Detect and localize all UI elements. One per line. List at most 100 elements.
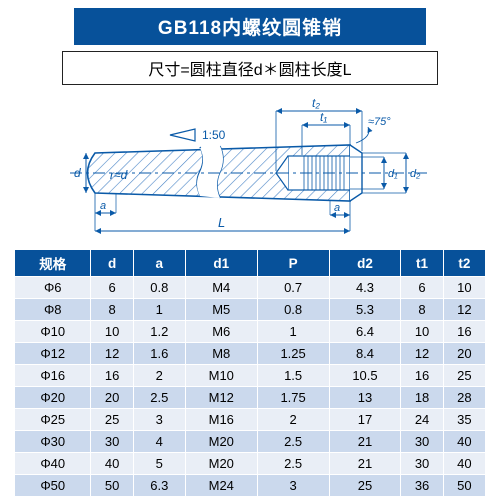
table-cell: Φ20 <box>15 387 91 409</box>
table-cell: 2 <box>257 409 329 431</box>
table-cell: M16 <box>185 409 257 431</box>
table-cell: 10 <box>401 321 443 343</box>
table-cell: M6 <box>185 321 257 343</box>
table-cell: 1.6 <box>133 343 185 365</box>
table-cell: 50 <box>91 475 133 497</box>
table-cell: 25 <box>329 475 401 497</box>
table-cell: 25 <box>443 365 485 387</box>
table-row: Φ30304M202.5213040 <box>15 431 486 453</box>
table-cell: 30 <box>401 453 443 475</box>
table-cell: 5 <box>133 453 185 475</box>
table-cell: 12 <box>91 343 133 365</box>
table-cell: 0.8 <box>133 277 185 299</box>
table-cell: Φ50 <box>15 475 91 497</box>
table-cell: 2.5 <box>133 387 185 409</box>
table-header-cell: d <box>91 250 133 277</box>
table-cell: Φ12 <box>15 343 91 365</box>
table-cell: Φ8 <box>15 299 91 321</box>
table-cell: 17 <box>329 409 401 431</box>
table-cell: Φ6 <box>15 277 91 299</box>
table-cell: Φ40 <box>15 453 91 475</box>
table-cell: 2.5 <box>257 431 329 453</box>
table-cell: 6.4 <box>329 321 401 343</box>
d1-label: d₁ <box>388 168 398 180</box>
table-cell: 21 <box>329 453 401 475</box>
table-cell: 8 <box>401 299 443 321</box>
table-cell: 3 <box>257 475 329 497</box>
spec-table: 规格dad1Pd2t1t2 Φ660.8M40.74.3610Φ881M50.8… <box>14 249 486 497</box>
table-cell: 10 <box>443 277 485 299</box>
table-cell: 40 <box>91 453 133 475</box>
table-row: Φ20202.5M121.75131828 <box>15 387 486 409</box>
table-cell: 25 <box>91 409 133 431</box>
table-row: Φ50506.3M243253650 <box>15 475 486 497</box>
table-cell: 0.7 <box>257 277 329 299</box>
table-cell: 16 <box>443 321 485 343</box>
table-cell: 30 <box>401 431 443 453</box>
table-header-cell: t1 <box>401 250 443 277</box>
page-subtitle: 尺寸=圆柱直径d＊圆柱长度L <box>62 51 438 85</box>
diagram-container: 1:50 r≈d t₂ t₁ ≈75° d d₁ d₂ L <box>14 93 486 243</box>
table-header-cell: P <box>257 250 329 277</box>
table-header-cell: a <box>133 250 185 277</box>
table-cell: 16 <box>401 365 443 387</box>
table-cell: 1.25 <box>257 343 329 365</box>
table-cell: 5.3 <box>329 299 401 321</box>
table-row: Φ25253M162172435 <box>15 409 486 431</box>
table-header-row: 规格dad1Pd2t1t2 <box>15 250 486 277</box>
table-cell: 3 <box>133 409 185 431</box>
table-cell: 24 <box>401 409 443 431</box>
taper-pin-diagram: 1:50 r≈d t₂ t₁ ≈75° d d₁ d₂ L <box>50 93 450 243</box>
table-cell: 1.5 <box>257 365 329 387</box>
table-cell: 30 <box>91 431 133 453</box>
table-cell: 4.3 <box>329 277 401 299</box>
table-cell: M8 <box>185 343 257 365</box>
table-cell: 8 <box>91 299 133 321</box>
table-cell: 1 <box>257 321 329 343</box>
table-row: Φ10101.2M616.41016 <box>15 321 486 343</box>
d2-label: d₂ <box>410 168 421 180</box>
table-cell: 1.2 <box>133 321 185 343</box>
table-cell: 6.3 <box>133 475 185 497</box>
table-row: Φ12121.6M81.258.41220 <box>15 343 486 365</box>
table-cell: 28 <box>443 387 485 409</box>
table-cell: 12 <box>443 299 485 321</box>
table-cell: 2 <box>133 365 185 387</box>
table-header-cell: d2 <box>329 250 401 277</box>
table-cell: Φ10 <box>15 321 91 343</box>
table-cell: M10 <box>185 365 257 387</box>
table-cell: 1 <box>133 299 185 321</box>
table-cell: 12 <box>401 343 443 365</box>
a-label-right: a <box>334 202 340 214</box>
table-header-cell: d1 <box>185 250 257 277</box>
table-cell: 20 <box>443 343 485 365</box>
table-cell: 8.4 <box>329 343 401 365</box>
table-cell: M20 <box>185 431 257 453</box>
table-row: Φ16162M101.510.51625 <box>15 365 486 387</box>
table-cell: 36 <box>401 475 443 497</box>
l-label: L <box>218 215 225 230</box>
table-row: Φ660.8M40.74.3610 <box>15 277 486 299</box>
table-header-cell: 规格 <box>15 250 91 277</box>
table-cell: 40 <box>443 431 485 453</box>
table-cell: 35 <box>443 409 485 431</box>
table-cell: 2.5 <box>257 453 329 475</box>
table-cell: 4 <box>133 431 185 453</box>
table-cell: 18 <box>401 387 443 409</box>
table-cell: 6 <box>401 277 443 299</box>
table-cell: M24 <box>185 475 257 497</box>
table-cell: M5 <box>185 299 257 321</box>
r-label: r≈d <box>110 168 128 182</box>
taper-label: 1:50 <box>202 128 226 142</box>
table-cell: 20 <box>91 387 133 409</box>
angle-label: ≈75° <box>368 116 391 128</box>
a-label-left: a <box>100 200 106 212</box>
t2-label: t₂ <box>312 96 320 110</box>
table-cell: 10.5 <box>329 365 401 387</box>
table-cell: Φ25 <box>15 409 91 431</box>
table-row: Φ40405M202.5213040 <box>15 453 486 475</box>
d-label: d <box>74 166 81 180</box>
table-cell: 1.75 <box>257 387 329 409</box>
table-body: Φ660.8M40.74.3610Φ881M50.85.3812Φ10101.2… <box>15 277 486 497</box>
table-cell: 0.8 <box>257 299 329 321</box>
